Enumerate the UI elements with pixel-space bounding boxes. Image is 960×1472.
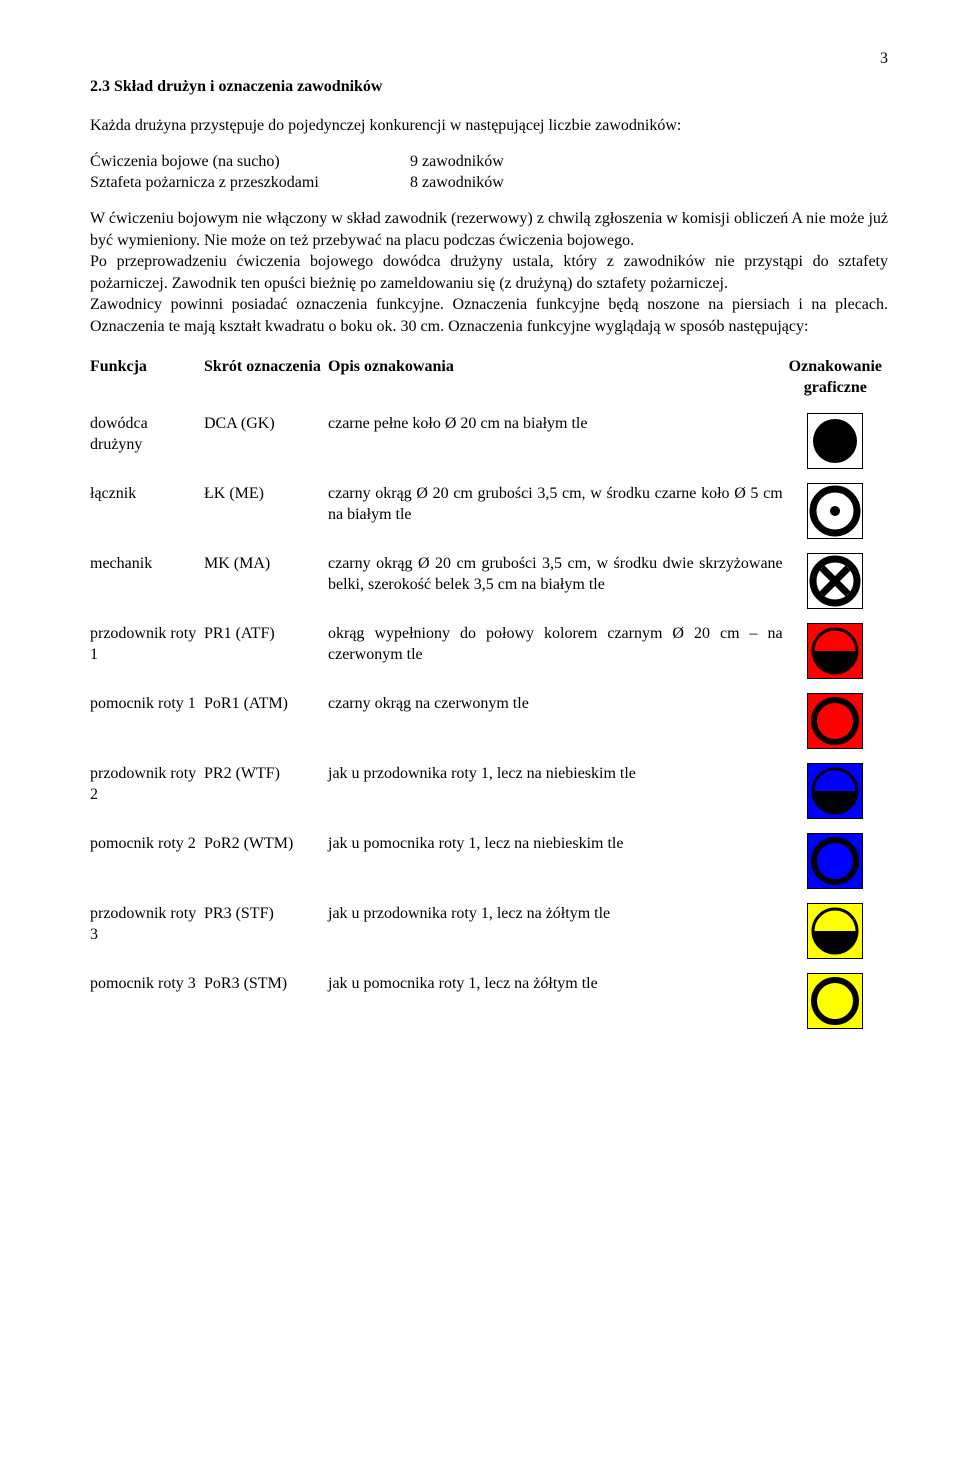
cell-icon — [789, 969, 888, 1039]
exercise-name: Sztafeta pożarnicza z przeszkodami — [90, 172, 410, 194]
cell-abbr: ŁK (ME) — [204, 479, 328, 549]
page-number: 3 — [90, 48, 888, 70]
cell-function: łącznik — [90, 479, 204, 549]
cell-desc: jak u przodownika roty 1, lecz na niebie… — [328, 759, 789, 829]
marking-icon — [807, 483, 863, 539]
cell-desc: jak u pomocnika roty 1, lecz na niebiesk… — [328, 829, 789, 899]
header-desc: Opis oznakowania — [328, 352, 789, 409]
cell-abbr: PoR3 (STM) — [204, 969, 328, 1039]
cell-icon — [789, 689, 888, 759]
marking-icon — [807, 553, 863, 609]
cell-desc: czarny okrąg Ø 20 cm grubości 3,5 cm, w … — [328, 479, 789, 549]
cell-function: przodownik roty 2 — [90, 759, 204, 829]
intro-text: Każda drużyna przystępuje do pojedynczej… — [90, 115, 888, 137]
cell-desc: czarny okrąg na czerwonym tle — [328, 689, 789, 759]
exercise-name: Ćwiczenia bojowe (na sucho) — [90, 151, 410, 173]
cell-abbr: PoR1 (ATM) — [204, 689, 328, 759]
exercise-count: 9 zawodników — [410, 151, 504, 173]
header-icon: Oznakowanie graficzne — [789, 352, 888, 409]
table-row: mechanikMK (MA)czarny okrąg Ø 20 cm grub… — [90, 549, 888, 619]
table-row: pomocnik roty 2PoR2 (WTM)jak u pomocnika… — [90, 829, 888, 899]
marking-icon — [807, 833, 863, 889]
table-header-row: Funkcja Skrót oznaczenia Opis oznakowani… — [90, 352, 888, 409]
table-row: łącznikŁK (ME)czarny okrąg Ø 20 cm grubo… — [90, 479, 888, 549]
cell-icon — [789, 899, 888, 969]
table-row: przodownik roty 1PR1 (ATF)okrąg wypełnio… — [90, 619, 888, 689]
cell-function: przodownik roty 3 — [90, 899, 204, 969]
section-title: 2.3 Skład drużyn i oznaczenia zawodników — [90, 76, 888, 98]
cell-abbr: DCA (GK) — [204, 409, 328, 479]
marking-icon — [807, 413, 863, 469]
cell-function: przodownik roty 1 — [90, 619, 204, 689]
cell-icon — [789, 829, 888, 899]
header-abbr: Skrót oznaczenia — [204, 352, 328, 409]
table-row: pomocnik roty 3PoR3 (STM)jak u pomocnika… — [90, 969, 888, 1039]
header-function: Funkcja — [90, 352, 204, 409]
cell-desc: jak u pomocnika roty 1, lecz na żółtym t… — [328, 969, 789, 1039]
table-row: przodownik roty 2PR2 (WTF)jak u przodown… — [90, 759, 888, 829]
marking-icon — [807, 973, 863, 1029]
cell-abbr: PR2 (WTF) — [204, 759, 328, 829]
cell-abbr: PR3 (STF) — [204, 899, 328, 969]
cell-function: pomocnik roty 2 — [90, 829, 204, 899]
marking-icon — [807, 763, 863, 819]
cell-abbr: PoR2 (WTM) — [204, 829, 328, 899]
cell-function: pomocnik roty 3 — [90, 969, 204, 1039]
cell-desc: okrąg wypełniony do połowy kolorem czarn… — [328, 619, 789, 689]
table-row: przodownik roty 3PR3 (STF)jak u przodown… — [90, 899, 888, 969]
table-row: dowódca drużynyDCA (GK)czarne pełne koło… — [90, 409, 888, 479]
exercise-count: 8 zawodników — [410, 172, 504, 194]
cell-abbr: MK (MA) — [204, 549, 328, 619]
marking-icon — [807, 693, 863, 749]
body-text: W ćwiczeniu bojowym nie włączony w skład… — [90, 208, 888, 338]
cell-icon — [789, 409, 888, 479]
cell-function: pomocnik roty 1 — [90, 689, 204, 759]
cell-icon — [789, 759, 888, 829]
marking-icon — [807, 903, 863, 959]
cell-abbr: PR1 (ATF) — [204, 619, 328, 689]
cell-icon — [789, 619, 888, 689]
cell-desc: czarny okrąg Ø 20 cm grubości 3,5 cm, w … — [328, 549, 789, 619]
cell-function: dowódca drużyny — [90, 409, 204, 479]
function-table: Funkcja Skrót oznaczenia Opis oznakowani… — [90, 352, 888, 1039]
cell-icon — [789, 549, 888, 619]
exercise-list: Ćwiczenia bojowe (na sucho) Sztafeta poż… — [90, 151, 888, 194]
cell-desc: czarne pełne koło Ø 20 cm na białym tle — [328, 409, 789, 479]
table-row: pomocnik roty 1PoR1 (ATM)czarny okrąg na… — [90, 689, 888, 759]
cell-icon — [789, 479, 888, 549]
marking-icon — [807, 623, 863, 679]
cell-desc: jak u przodownika roty 1, lecz na żółtym… — [328, 899, 789, 969]
cell-function: mechanik — [90, 549, 204, 619]
